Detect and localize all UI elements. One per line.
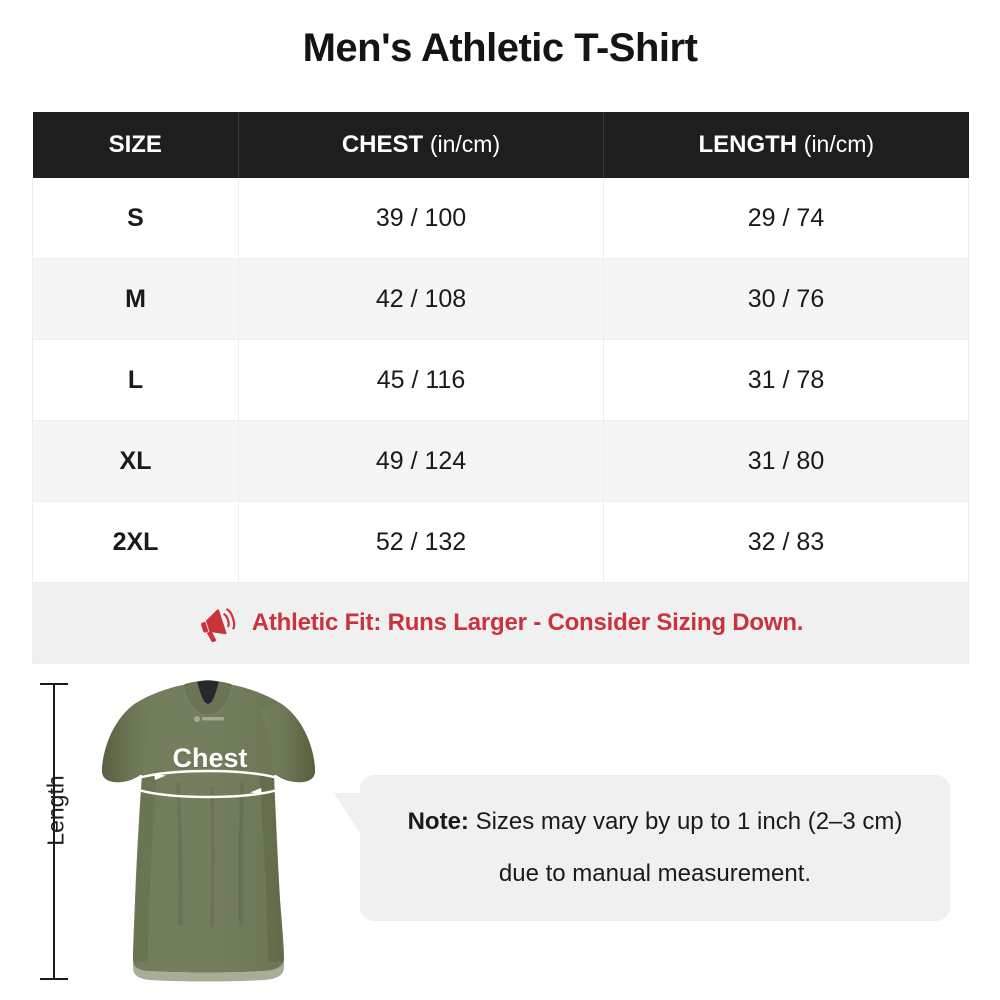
tshirt-shadow-right [259, 775, 284, 963]
measurement-illustration: Length [0, 655, 1000, 1000]
cell-size: XL [32, 420, 239, 502]
table-body: S 39 / 100 29 / 74 M 42 / 108 30 / 76 L … [32, 178, 969, 664]
tshirt-body-shape [102, 685, 315, 973]
length-dimension: Length [30, 675, 82, 1000]
tshirt-hem [133, 958, 284, 982]
cell-chest: 52 / 132 [238, 501, 604, 583]
table-row: 2XL 52 / 132 32 / 83 [32, 501, 969, 583]
note-bubble-tail [334, 793, 360, 833]
tshirt-illustration [102, 680, 315, 982]
cell-length: 32 / 83 [603, 501, 969, 583]
cell-length: 31 / 78 [603, 339, 969, 421]
column-header-length: LENGTH (in/cm) [603, 112, 969, 178]
tshirt-brand-logo [194, 716, 224, 722]
column-header-chest-label: CHEST [341, 131, 424, 158]
page-title: Men's Athletic T-Shirt [302, 26, 698, 70]
cell-chest: 42 / 108 [238, 258, 604, 340]
tshirt-shadow-left [133, 775, 157, 963]
size-chart-table: SIZE CHEST (in/cm) LENGTH (in/cm) S 39 /… [32, 112, 969, 664]
table-row: M 42 / 108 30 / 76 [32, 258, 969, 340]
cell-chest: 45 / 116 [238, 339, 604, 421]
note-speech-bubble: Note: Sizes may vary by up to 1 inch (2–… [334, 775, 950, 921]
tshirt-collar [183, 681, 233, 715]
tshirt-sleeve-right [260, 703, 315, 783]
table-row: S 39 / 100 29 / 74 [32, 178, 969, 259]
note-line-1: Note: Sizes may vary by up to 1 inch (2–… [408, 808, 903, 836]
fit-alert-row: Athletic Fit: Runs Larger - Consider Siz… [32, 582, 969, 664]
cell-size: 2XL [32, 501, 239, 583]
megaphone-icon [200, 608, 235, 643]
note-line-2: due to manual measurement. [498, 860, 812, 887]
cell-chest: 49 / 124 [238, 420, 604, 502]
table-header-row: SIZE CHEST (in/cm) LENGTH (in/cm) [32, 112, 969, 178]
chest-measure-arrow-right [250, 788, 262, 794]
tshirt-inner-collar [197, 680, 219, 704]
fit-alert-text: Athletic Fit: Runs Larger - Consider Siz… [251, 609, 804, 636]
fit-alert-cell: Athletic Fit: Runs Larger - Consider Siz… [32, 582, 969, 664]
cell-size: L [32, 339, 239, 421]
cell-length: 29 / 74 [603, 178, 969, 259]
table-header: SIZE CHEST (in/cm) LENGTH (in/cm) [32, 112, 969, 178]
table-row: L 45 / 116 31 / 78 [32, 339, 969, 421]
column-header-size-label: SIZE [108, 131, 162, 158]
column-header-length-label: LENGTH [698, 131, 798, 158]
cell-chest: 39 / 100 [238, 178, 604, 259]
tshirt-sleeve-left [102, 703, 156, 783]
tshirt-fabric-folds [176, 783, 244, 927]
note-line-1-rest: Sizes may vary by up to 1 inch (2–3 cm) [468, 808, 903, 835]
column-header-size: SIZE [32, 112, 239, 178]
cell-length: 30 / 76 [603, 258, 969, 340]
cell-size: S [32, 178, 239, 259]
column-header-chest-unit: (in/cm) [429, 131, 501, 157]
table-row: XL 49 / 124 31 / 80 [32, 420, 969, 502]
column-header-length-unit: (in/cm) [803, 131, 875, 157]
length-dimension-bottom-cap [40, 978, 68, 980]
chest-measure-ellipse [128, 769, 288, 799]
note-prefix: Note: [407, 808, 469, 835]
column-header-chest: CHEST (in/cm) [238, 112, 604, 178]
chest-measure-arrow-left [154, 774, 166, 780]
length-label: Length [42, 775, 69, 846]
cell-size: M [32, 258, 239, 340]
cell-length: 31 / 80 [603, 420, 969, 502]
length-dimension-line [53, 683, 55, 980]
